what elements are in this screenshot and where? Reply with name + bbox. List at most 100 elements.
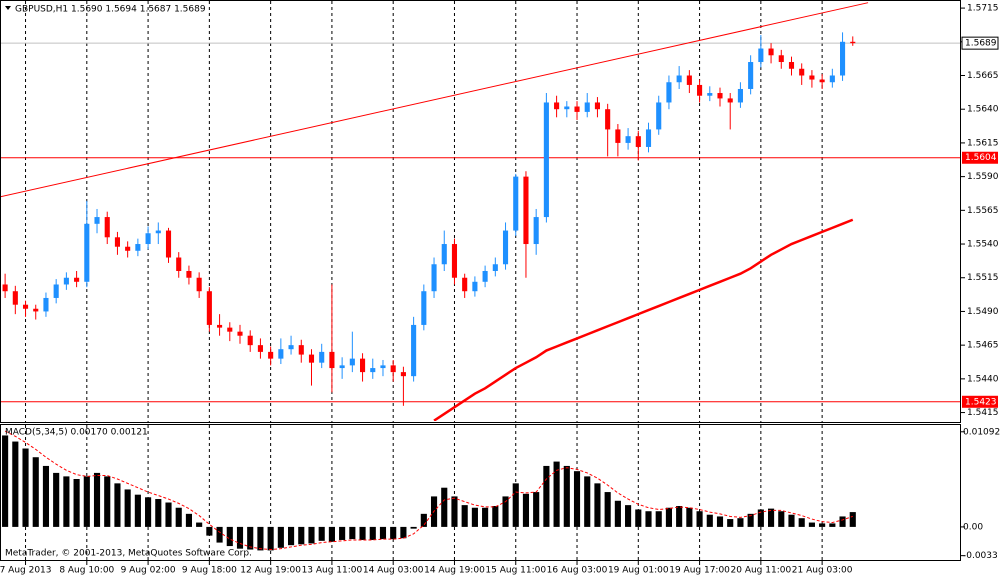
candle-body (615, 129, 621, 143)
macd-bar (165, 502, 172, 527)
macd-bar (349, 526, 356, 540)
macd-bar (573, 471, 581, 527)
candle-body (788, 62, 795, 69)
candle-body (513, 176, 519, 231)
macd-bar (298, 526, 305, 545)
candle-body (298, 345, 304, 355)
candle-body (543, 102, 549, 218)
candle-body (360, 358, 366, 373)
candle-body (43, 297, 49, 312)
macd-bar (206, 526, 213, 536)
macd-bar (145, 497, 152, 527)
candle-body (257, 345, 263, 352)
y-tick-label: 1.5490 (967, 307, 999, 317)
macd-bar (584, 476, 591, 527)
candle-body (482, 270, 488, 282)
y-tick-label: 1.5540 (967, 240, 999, 250)
candle-body (799, 68, 805, 76)
candle-body (74, 277, 80, 282)
macd-bar (788, 514, 795, 527)
candle-body (217, 324, 223, 328)
macd-bar (12, 441, 19, 527)
macd-bar (655, 511, 662, 527)
candle-body (492, 264, 498, 271)
candle-body (441, 244, 447, 265)
y-tick-label: 1.5715 (967, 4, 999, 14)
candle-body (809, 75, 815, 80)
x-tick-label: 16 Aug 03:00 (547, 566, 608, 576)
menu-arrow[interactable] (5, 6, 11, 10)
candle-body (840, 41, 846, 76)
macd-bar (543, 465, 550, 527)
macd-bar (83, 476, 90, 527)
candle-body (349, 358, 355, 366)
macd-bar (686, 507, 693, 527)
macd-bar (676, 506, 683, 527)
macd-bar (328, 526, 335, 542)
x-tick-label: 20 Aug 11:00 (731, 566, 792, 576)
macd-bar (124, 489, 131, 527)
candle-body (135, 244, 141, 251)
macd-frame (0, 424, 961, 561)
candle-body (329, 351, 335, 369)
macd-bar (451, 496, 458, 527)
y-tick-label: 1.5415 (967, 408, 999, 418)
macd-bar (226, 526, 233, 547)
y-tick-label: 0.00 (963, 522, 983, 532)
macd-bar (706, 514, 713, 527)
candle-body (237, 331, 243, 336)
macd-bar (63, 476, 70, 527)
macd-bar (553, 461, 560, 527)
candle-body (288, 345, 294, 350)
macd-bar (247, 526, 254, 550)
y-tick-label: 1.5440 (967, 374, 999, 384)
candle-body (308, 354, 315, 363)
y-tick-label: 1.5640 (967, 105, 999, 115)
macd-bar (134, 494, 141, 527)
macd-bar (625, 505, 632, 527)
macd-bar (645, 511, 652, 527)
candle-body (176, 257, 182, 271)
macd-bar (42, 465, 50, 527)
y-tick-label: 1.5590 (967, 172, 999, 182)
macd-bar (727, 519, 734, 527)
macd-bar (114, 483, 121, 527)
candle-body (278, 349, 284, 359)
macd-bar (53, 472, 60, 527)
candle-body (2, 284, 8, 292)
macd-bar (798, 518, 805, 527)
level-label-box (962, 151, 998, 164)
candle-body (165, 230, 172, 258)
macd-bar (288, 526, 295, 546)
macd-bar (196, 522, 203, 527)
y-tick-label: 1.5615 (967, 138, 999, 148)
y-tick-label: 0.01092 (963, 427, 1000, 437)
x-tick-label: 15 Aug 11:00 (485, 566, 546, 576)
candle-body (247, 335, 253, 346)
macd-bar (175, 507, 182, 527)
candle-body (63, 277, 69, 285)
y-tick-label: 1.5515 (967, 273, 999, 283)
macd-bar (339, 526, 346, 540)
macd-bar (604, 492, 611, 527)
macd-bar (104, 476, 111, 527)
signal-line (4, 430, 853, 551)
x-tick-label: 13 Aug 11:00 (302, 566, 363, 576)
candle-body (155, 230, 161, 234)
bid-label-box (961, 36, 999, 50)
macd-bar (665, 507, 672, 527)
candle-body (339, 365, 345, 369)
candle-body (206, 291, 212, 325)
candle-body (656, 102, 662, 130)
y-tick-label: 1.5665 (967, 71, 999, 81)
macd-bar (73, 479, 80, 527)
candle-body (186, 270, 192, 278)
candle-body (666, 82, 672, 103)
x-tick-label: 14 Aug 03:00 (363, 566, 424, 576)
candle-body (472, 281, 478, 292)
x-tick-label: 9 Aug 02:00 (121, 566, 176, 576)
price-plot (1, 2, 960, 421)
candle-body (380, 365, 386, 369)
candle-body (850, 41, 856, 44)
